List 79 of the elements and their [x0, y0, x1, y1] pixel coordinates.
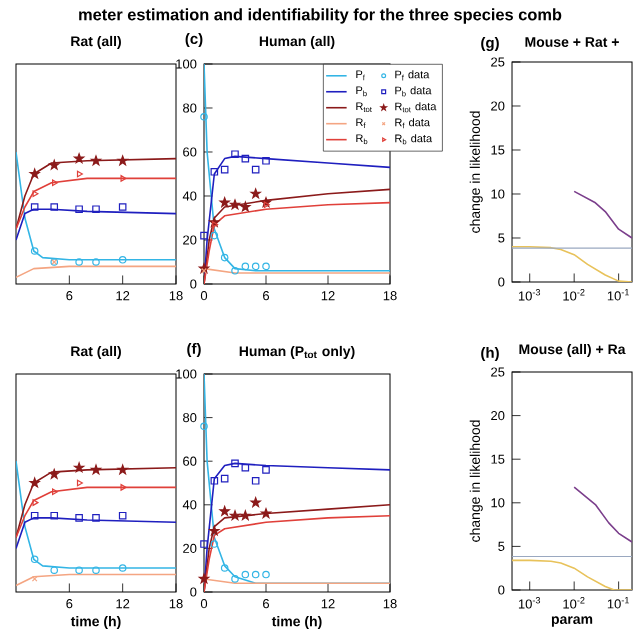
point — [92, 205, 100, 213]
point — [73, 462, 85, 473]
point — [50, 511, 59, 520]
point — [220, 165, 229, 174]
point — [118, 255, 127, 264]
point — [50, 203, 59, 211]
point — [92, 514, 100, 522]
point — [210, 540, 219, 548]
text: meter estimation and identifiability for the three species comb — [79, 8, 562, 24]
point — [92, 258, 100, 266]
point — [210, 231, 219, 240]
point — [73, 153, 85, 164]
point — [118, 203, 127, 211]
point — [251, 262, 260, 271]
point — [75, 258, 83, 266]
point — [231, 575, 239, 583]
point — [30, 203, 39, 211]
point — [231, 150, 239, 158]
point — [200, 231, 208, 240]
point — [229, 510, 241, 521]
line-series — [204, 63, 391, 272]
point — [231, 266, 239, 275]
point — [241, 262, 250, 271]
point — [200, 422, 208, 431]
point — [50, 566, 59, 574]
point — [30, 555, 39, 564]
point — [241, 463, 250, 472]
point — [262, 156, 270, 165]
point — [262, 570, 270, 579]
point — [32, 499, 39, 506]
point — [220, 253, 229, 262]
point — [90, 155, 102, 166]
point — [200, 112, 208, 121]
point — [210, 477, 219, 485]
point — [219, 197, 230, 208]
point — [200, 540, 208, 548]
point — [220, 564, 229, 572]
point — [262, 466, 270, 474]
point — [241, 570, 250, 579]
point — [92, 566, 100, 574]
point — [76, 170, 83, 178]
point — [49, 159, 60, 170]
point — [120, 483, 127, 491]
point — [251, 570, 260, 579]
point — [251, 477, 260, 485]
point — [219, 505, 230, 516]
point — [210, 167, 219, 176]
point — [29, 477, 40, 488]
point — [198, 573, 210, 584]
point — [250, 497, 261, 508]
point — [30, 247, 39, 255]
point — [29, 168, 40, 179]
point — [90, 464, 102, 475]
point — [229, 199, 241, 210]
point — [260, 508, 272, 518]
point — [250, 188, 261, 199]
point — [75, 205, 83, 213]
point — [262, 262, 270, 271]
point — [32, 190, 39, 198]
point — [52, 179, 59, 187]
point — [52, 488, 59, 496]
point — [75, 514, 83, 522]
point — [240, 201, 251, 212]
point — [118, 564, 127, 572]
point — [49, 468, 60, 479]
point — [118, 511, 127, 520]
point — [31, 576, 38, 582]
point — [117, 464, 128, 475]
point — [231, 459, 239, 468]
point — [117, 155, 128, 166]
point — [209, 525, 220, 536]
point — [240, 510, 251, 521]
point — [241, 154, 250, 163]
point — [220, 474, 229, 483]
point — [30, 511, 39, 520]
point — [76, 479, 83, 487]
point — [75, 566, 83, 574]
point — [120, 175, 127, 182]
point — [251, 165, 260, 174]
